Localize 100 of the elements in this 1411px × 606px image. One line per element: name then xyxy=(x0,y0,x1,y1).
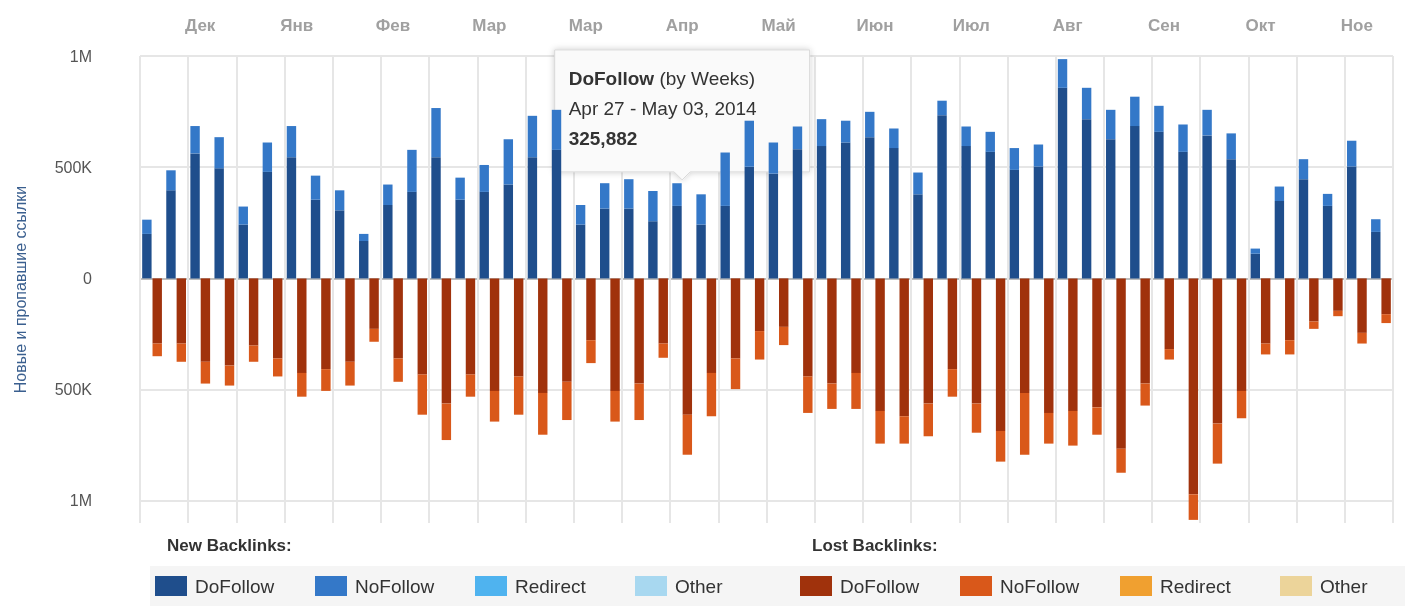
x-tick-label: Мар xyxy=(568,16,603,35)
bar xyxy=(383,205,393,279)
bar xyxy=(1371,219,1381,232)
bar xyxy=(1164,349,1174,360)
bar xyxy=(152,343,162,357)
bar xyxy=(214,168,224,279)
bar xyxy=(899,278,909,417)
bar xyxy=(648,221,658,279)
x-tick-label: Июн xyxy=(856,16,894,35)
x-tick-label: Янв xyxy=(280,16,314,35)
bar xyxy=(995,430,1006,462)
bar xyxy=(744,120,754,167)
bar xyxy=(971,278,982,404)
bar xyxy=(310,199,321,279)
legend-label: DoFollow xyxy=(195,575,275,597)
legend-label: DoFollow xyxy=(840,575,920,597)
bar xyxy=(214,137,224,169)
legend-label: Other xyxy=(1320,575,1369,597)
bar xyxy=(1019,278,1030,393)
x-tick-label: Мар xyxy=(472,16,507,35)
bar xyxy=(575,205,586,225)
bar xyxy=(1044,412,1054,444)
bar xyxy=(238,206,248,225)
bar xyxy=(562,381,572,421)
bar xyxy=(610,278,620,391)
bar xyxy=(465,278,476,375)
bar xyxy=(600,183,610,209)
y-tick-label: 1M xyxy=(69,47,92,65)
bar xyxy=(1033,144,1044,167)
bar xyxy=(321,278,331,370)
bar xyxy=(441,278,452,404)
bar xyxy=(273,358,283,377)
bar xyxy=(1081,87,1092,120)
bar xyxy=(465,374,476,397)
bar xyxy=(961,126,971,147)
y-tick-label: 500K xyxy=(54,158,93,176)
bar xyxy=(730,278,741,359)
bar xyxy=(682,278,693,415)
bar xyxy=(1298,179,1309,279)
bar xyxy=(238,224,248,279)
bar xyxy=(865,137,875,279)
bar xyxy=(142,219,152,234)
bar xyxy=(345,278,355,362)
bar xyxy=(479,191,489,279)
bar xyxy=(995,278,1006,431)
bar xyxy=(575,224,586,279)
y-tick-label: 1M xyxy=(69,492,92,510)
bar xyxy=(985,131,995,152)
bar xyxy=(875,410,885,444)
bar xyxy=(1226,133,1236,160)
bar xyxy=(937,115,947,279)
bar xyxy=(1188,278,1199,495)
bar xyxy=(1371,231,1381,279)
bar xyxy=(248,345,259,362)
bar xyxy=(672,205,682,279)
bar xyxy=(1154,105,1164,132)
bar xyxy=(1346,140,1357,167)
x-tick-label: Апр xyxy=(665,16,699,35)
bar xyxy=(1178,124,1188,152)
bar xyxy=(1140,383,1150,406)
bar xyxy=(744,166,754,279)
bar xyxy=(840,142,851,279)
x-tick-label: Ное xyxy=(1340,16,1373,35)
bar xyxy=(200,278,211,362)
bar xyxy=(706,278,717,373)
bar xyxy=(1250,248,1260,254)
bar xyxy=(1236,278,1247,391)
bar xyxy=(1285,278,1295,341)
bar xyxy=(1130,96,1140,127)
x-tick-label: Май xyxy=(761,16,796,35)
bar xyxy=(262,171,273,279)
bar xyxy=(586,340,596,364)
bar xyxy=(489,390,500,422)
bar xyxy=(696,224,706,279)
x-tick-label: Авг xyxy=(1052,16,1083,35)
text: New Backlinks: xyxy=(167,535,292,555)
bar xyxy=(1068,278,1078,411)
bar xyxy=(527,157,538,279)
bar xyxy=(624,208,634,279)
bar xyxy=(1068,410,1078,446)
bar xyxy=(538,392,548,435)
bar xyxy=(1357,278,1367,333)
bar xyxy=(971,403,982,433)
bar xyxy=(816,146,827,279)
bar xyxy=(706,372,717,417)
bar xyxy=(947,278,958,370)
bar xyxy=(190,126,200,154)
bar xyxy=(1033,166,1044,279)
bar xyxy=(513,376,524,415)
bar xyxy=(1285,340,1295,355)
bar xyxy=(899,416,909,444)
bar xyxy=(503,184,514,279)
bar xyxy=(1226,159,1236,279)
bar xyxy=(503,139,514,185)
bar xyxy=(1333,310,1343,317)
bar xyxy=(383,184,393,205)
bar xyxy=(803,376,813,413)
bar xyxy=(1202,109,1212,136)
bar xyxy=(1202,135,1212,279)
x-tick-label: Фев xyxy=(375,16,411,35)
